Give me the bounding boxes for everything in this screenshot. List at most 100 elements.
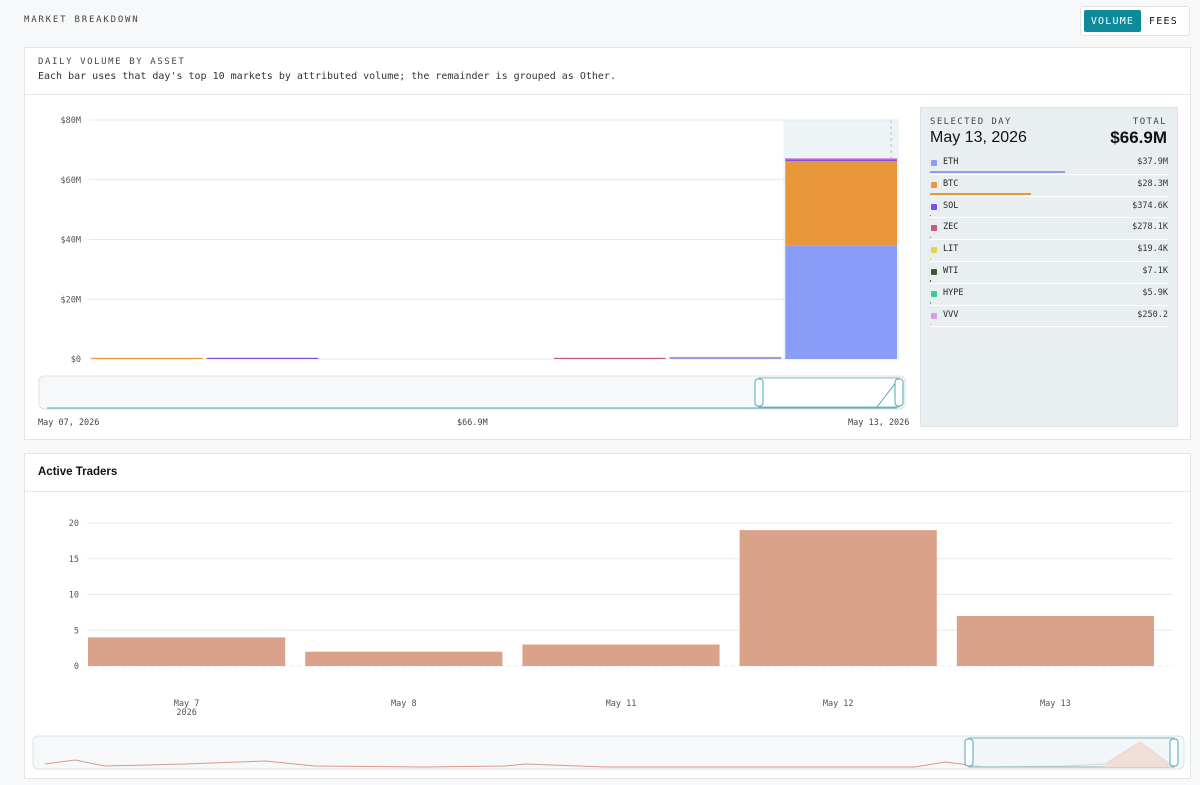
- asset-row-hype[interactable]: HYPE $5.9K: [930, 284, 1168, 306]
- asset-name: BTC: [943, 178, 959, 189]
- asset-swatch: [931, 290, 937, 297]
- y-tick-label: $0: [71, 355, 81, 365]
- asset-row-btc[interactable]: BTC $28.3M: [930, 175, 1168, 197]
- asset-name: ZEC: [943, 222, 959, 233]
- y-tick-label: $80M: [61, 116, 81, 126]
- asset-name: VVV: [943, 309, 959, 320]
- x-tick-label: May 7: [174, 699, 200, 709]
- selected-day-label: SELECTED DAY: [930, 117, 1012, 127]
- y-tick-label: 0: [74, 662, 79, 672]
- asset-value: $250.2: [1137, 309, 1168, 320]
- range-slider-window[interactable]: [758, 377, 900, 408]
- zoom-slider-right-handle[interactable]: [1169, 738, 1179, 767]
- asset-swatch: [931, 203, 937, 210]
- volume-bar-segment-btc[interactable]: [91, 357, 203, 359]
- y-tick-label: $60M: [61, 176, 81, 186]
- asset-name: WTI: [943, 265, 959, 276]
- volume-toggle-button[interactable]: VOLUME: [1084, 10, 1141, 32]
- x-tick-label: May 11: [606, 699, 637, 709]
- daily-volume-header: DAILY VOLUME BY ASSET Each bar uses that…: [25, 48, 1190, 95]
- x-tick-label: May 12: [823, 699, 854, 709]
- traders-bar[interactable]: [88, 637, 286, 666]
- range-slider-sparkline: [876, 380, 898, 408]
- asset-row-sol[interactable]: SOL $374.6K: [930, 197, 1168, 219]
- asset-share-bar: [930, 236, 931, 239]
- range-slider-track[interactable]: [38, 375, 906, 410]
- zoom-slider-left-handle[interactable]: [964, 738, 974, 767]
- range-slider-right-handle[interactable]: [894, 378, 904, 407]
- range-end-label: May 13, 2026: [848, 418, 910, 428]
- active-traders-header: Active Traders: [25, 454, 1190, 492]
- x-tick-sublabel: 2026: [176, 708, 196, 718]
- metric-toggle: VOLUME FEES: [1080, 6, 1190, 36]
- asset-name: LIT: [943, 244, 959, 255]
- asset-share-bar: [930, 258, 931, 260]
- zoom-slider-area: [1105, 742, 1170, 767]
- asset-value: $7.1K: [1142, 265, 1168, 276]
- asset-row-wti[interactable]: WTI $7.1K: [930, 262, 1168, 284]
- volume-bar-segment-sol[interactable]: [206, 357, 319, 359]
- selected-date: May 13, 2026: [930, 129, 1027, 146]
- asset-value: $5.9K: [1142, 287, 1168, 298]
- asset-value: $37.9M: [1137, 157, 1168, 167]
- asset-swatch: [931, 268, 937, 275]
- asset-name: SOL: [943, 200, 959, 211]
- y-tick-label: 5: [74, 626, 79, 636]
- traders-bar[interactable]: [956, 615, 1154, 666]
- zoom-slider-track[interactable]: [32, 735, 1185, 770]
- traders-bar[interactable]: [522, 644, 720, 666]
- asset-name: ETH: [943, 157, 959, 167]
- daily-volume-chart: $0 $20M $40M $60M $80M: [38, 116, 906, 410]
- y-tick-label: $20M: [61, 295, 81, 305]
- asset-share-bar: [930, 302, 931, 304]
- x-tick-label: May 8: [391, 699, 417, 709]
- asset-value: $278.1K: [1132, 222, 1168, 233]
- volume-bar-segment-eth[interactable]: [669, 357, 782, 359]
- selected-day-summary: SELECTED DAY TOTAL May 13, 2026 $66.9M E…: [920, 107, 1178, 427]
- daily-volume-description: Each bar uses that day's top 10 markets …: [38, 71, 616, 82]
- asset-row-vvv[interactable]: VVV $250.2: [930, 306, 1168, 328]
- volume-bar-segment-zec[interactable]: [553, 357, 666, 359]
- volume-bar-segment-eth[interactable]: [785, 245, 897, 359]
- traders-bar[interactable]: [305, 651, 503, 666]
- asset-share-bar: [930, 214, 932, 217]
- asset-share-bar: [930, 193, 1031, 195]
- asset-value: $374.6K: [1132, 200, 1168, 211]
- asset-share-bar: [930, 323, 931, 326]
- asset-swatch: [931, 247, 937, 254]
- asset-swatch: [931, 181, 937, 188]
- asset-row-eth[interactable]: ETH $37.9M: [930, 153, 1168, 175]
- volume-bar-segment-sol[interactable]: [785, 160, 897, 162]
- range-mid-label: $66.9M: [457, 418, 488, 428]
- asset-share-bar: [930, 171, 1065, 173]
- asset-value: $19.4K: [1137, 244, 1168, 255]
- daily-volume-title: DAILY VOLUME BY ASSET: [38, 57, 186, 67]
- volume-bar-segment-vvv[interactable]: [785, 157, 897, 160]
- active-traders-panel: Active Traders 0 5 10 15 20 May 7 2026 May 8 May…: [24, 453, 1191, 779]
- range-start-label: May 07, 2026: [38, 418, 100, 428]
- total-value: $66.9M: [1110, 128, 1167, 147]
- asset-swatch: [931, 225, 937, 232]
- y-tick-label: 20: [69, 519, 79, 529]
- section-title: MARKET BREAKDOWN: [24, 15, 140, 25]
- asset-row-zec[interactable]: ZEC $278.1K: [930, 218, 1168, 241]
- total-label: TOTAL: [1132, 117, 1167, 127]
- asset-swatch: [931, 312, 937, 319]
- asset-share-bar: [930, 280, 931, 282]
- traders-bar[interactable]: [739, 530, 937, 666]
- active-traders-title: Active Traders: [38, 466, 118, 478]
- y-tick-label: 15: [69, 555, 79, 565]
- asset-value: $28.3M: [1137, 178, 1168, 189]
- fees-toggle-button[interactable]: FEES: [1149, 15, 1178, 27]
- y-tick-label: 10: [69, 591, 79, 601]
- asset-row-lit[interactable]: LIT $19.4K: [930, 240, 1168, 262]
- asset-breakdown-list: ETH $37.9M BTC $28.3M SOL $374.6K ZEC $278.1K LI…: [930, 153, 1168, 328]
- y-tick-label: $40M: [61, 236, 81, 246]
- volume-bar-segment-zec[interactable]: [785, 158, 897, 161]
- x-tick-label: May 13: [1040, 699, 1071, 709]
- asset-name: HYPE: [943, 287, 964, 298]
- volume-bar-segment-btc[interactable]: [785, 161, 897, 246]
- volume-bar-segment-btc[interactable]: [669, 356, 782, 359]
- range-slider-left-handle[interactable]: [754, 378, 764, 407]
